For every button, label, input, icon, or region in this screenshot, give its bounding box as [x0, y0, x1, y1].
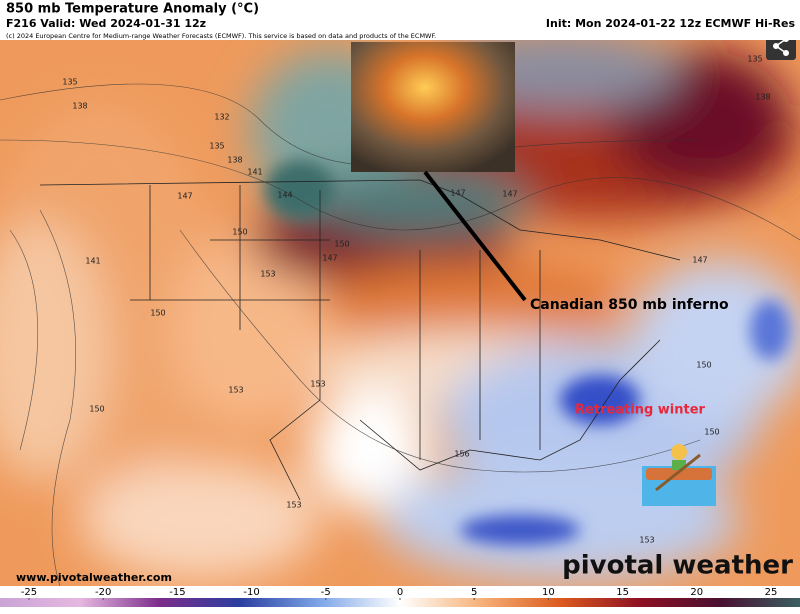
colorbar-tick-label: -5: [321, 587, 331, 598]
contour-label: 153: [260, 270, 275, 279]
contour-label: 153: [228, 386, 243, 395]
contour-label: 150: [334, 240, 349, 249]
website: www.pivotalweather.com: [16, 571, 172, 584]
map: [0, 32, 800, 586]
pointer-line: [423, 170, 527, 302]
contour-label: 147: [177, 192, 192, 201]
colorbar: [0, 598, 800, 607]
contours: [0, 83, 800, 586]
contour-label: 144: [277, 191, 292, 200]
contour-label: 135: [209, 142, 224, 151]
rowing-icon: [642, 444, 716, 506]
contour-label: 156: [454, 450, 469, 459]
borders: [39, 179, 681, 501]
colorbar-tick-label: -20: [95, 587, 111, 598]
contour-label: 138: [755, 93, 770, 102]
colorbar-tick-label: 10: [542, 587, 555, 598]
brand: pivotal weather: [562, 551, 793, 581]
contour-label: 135: [62, 78, 77, 87]
colorbar-tick-label: 25: [765, 587, 778, 598]
valid-time: F216 Valid: Wed 2024-01-31 12z: [6, 17, 206, 30]
contour-label: 150: [232, 228, 247, 237]
contour-label: 135: [747, 55, 762, 64]
contour-label: 153: [310, 380, 325, 389]
init-time: Init: Mon 2024-01-22 12z ECMWF Hi-Res: [546, 17, 796, 30]
contour-label: 147: [692, 256, 707, 265]
contour-label: 147: [502, 190, 517, 199]
colorbar-tick-label: -25: [21, 587, 37, 598]
contour-label: 153: [639, 536, 654, 545]
colorbar-tick-label: -15: [169, 587, 185, 598]
contour-label: 150: [89, 405, 104, 414]
contour-label: 138: [72, 102, 87, 111]
contour-label: 150: [696, 361, 711, 370]
contour-label: 132: [214, 113, 229, 122]
colorbar-tick-label: 15: [616, 587, 629, 598]
share-button[interactable]: [766, 32, 796, 60]
annotation-winter: Retreating winter: [575, 403, 706, 418]
contour-label: 141: [247, 168, 262, 177]
contour-label: 141: [85, 257, 100, 266]
contour-label: 153: [286, 501, 301, 510]
contour-label: 138: [227, 156, 242, 165]
contour-label: 150: [150, 309, 165, 318]
contour-label: 147: [322, 254, 337, 263]
copyright: (c) 2024 European Centre for Medium-rang…: [6, 32, 436, 40]
title: 850 mb Temperature Anomaly (°C): [6, 2, 259, 17]
contour-label: 147: [450, 189, 465, 198]
inset-image: [351, 42, 515, 172]
contour-label: 150: [704, 428, 719, 437]
annotation-inferno: Canadian 850 mb inferno: [530, 297, 729, 313]
colorbar-tick-label: 5: [471, 587, 477, 598]
colorbar-tick-label: 0: [397, 587, 403, 598]
colorbar-tick-label: -10: [243, 587, 259, 598]
colorbar-tick-label: 20: [690, 587, 703, 598]
